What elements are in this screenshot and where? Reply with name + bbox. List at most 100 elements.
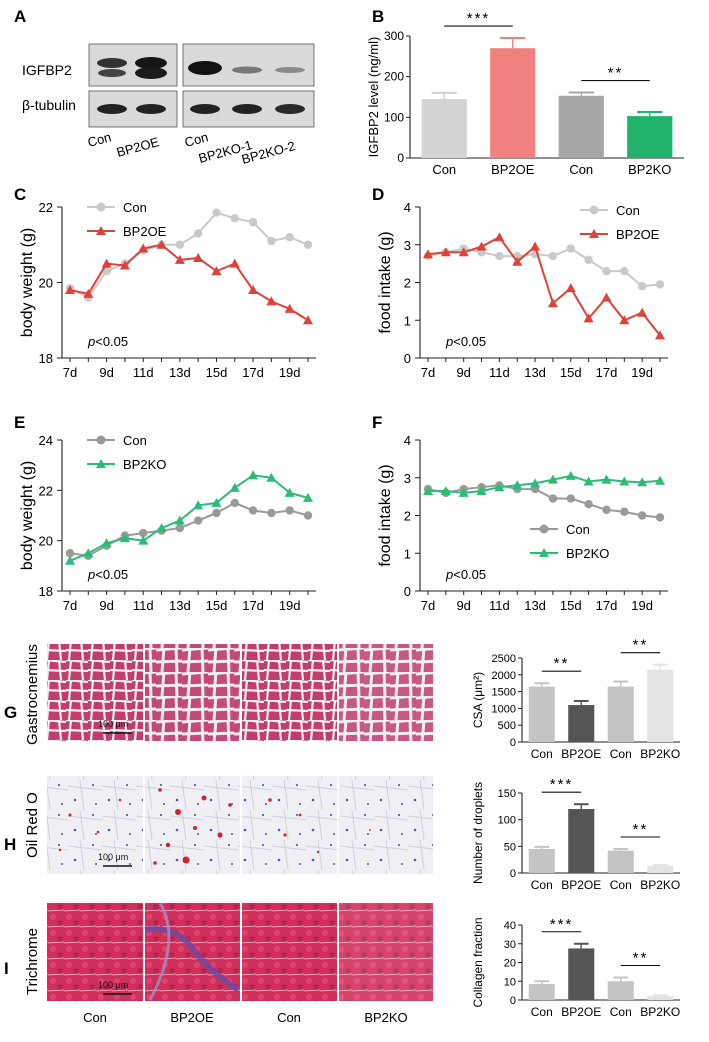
y-tick-label: 3 xyxy=(404,238,411,253)
bar xyxy=(528,984,555,1000)
y-tick-label: 20 xyxy=(39,276,53,291)
data-point-con xyxy=(175,523,185,533)
data-point-bp2oe xyxy=(530,241,541,251)
legend-marker xyxy=(96,202,106,212)
data-point-bp2oe xyxy=(440,247,451,257)
data-point-bp2oe xyxy=(547,298,558,308)
y-axis-label: food intake (g) xyxy=(377,464,394,566)
y-tick-label: 300 xyxy=(384,29,404,43)
data-point-con xyxy=(566,494,575,503)
y-tick-label: 0 xyxy=(510,737,516,749)
legend-marker xyxy=(589,229,599,238)
data-point-con xyxy=(139,528,148,538)
data-point-con xyxy=(637,282,647,291)
data-point-bp2oe xyxy=(619,315,630,325)
band-tubulin-3 xyxy=(190,104,220,114)
collagen-streak xyxy=(144,926,240,993)
scale-label-h: 100 μm xyxy=(98,852,128,862)
data-point-bp2oe xyxy=(565,283,576,293)
chart-c: 18 20 22 7d 9d 11d 13d 15d 17d 19d Con BP2OE p<0.05 b… xyxy=(19,200,316,380)
y-tick-label: 18 xyxy=(39,584,53,599)
data-point-con xyxy=(248,506,258,515)
legend-label: Con xyxy=(566,522,590,537)
significance-stars: *** xyxy=(550,776,574,793)
legend-label: BP2KO xyxy=(123,457,166,472)
bar xyxy=(647,866,674,873)
data-point-bp2oe xyxy=(583,313,594,323)
blot-row-label-igfbp2: IGFBP2 xyxy=(22,62,72,78)
x-tick-label: 11d xyxy=(489,365,510,380)
data-point-bp2oe xyxy=(229,258,240,268)
y-tick-label: 0 xyxy=(404,584,411,599)
data-point-con xyxy=(637,511,647,520)
panel-letter-e: E xyxy=(14,413,25,432)
data-point-bp2oe xyxy=(83,288,94,298)
series-line-bp2ko xyxy=(428,474,661,494)
data-point-bp2oe xyxy=(601,292,612,302)
panel-letter-a: A xyxy=(14,7,26,26)
series-line-bp2oe xyxy=(69,243,309,322)
y-tick-label: 500 xyxy=(498,720,516,732)
data-point-con xyxy=(175,240,185,249)
x-tick-label: 11d xyxy=(133,598,154,613)
bar xyxy=(568,948,595,1000)
lane-label-con-r: Con xyxy=(183,129,210,150)
band-igfbp2-con-2 xyxy=(98,69,126,77)
x-tick-label: Con xyxy=(610,878,632,892)
band-igfbp2-con-r xyxy=(188,61,222,75)
x-tick-label: 9d xyxy=(99,365,113,380)
micrograph-g-con2 xyxy=(242,644,337,741)
data-point-bp2oe xyxy=(476,241,487,251)
chart-g: 0 500 1000 1500 2000 2500 Con BP2OE Con BP2KO ** **… xyxy=(471,637,680,761)
micrograph-i-con2 xyxy=(242,903,337,1001)
column-label-con: Con xyxy=(83,1010,107,1025)
x-tick-label: 17d xyxy=(242,365,264,380)
data-point-con xyxy=(230,214,239,223)
data-point-bp2oe xyxy=(174,254,185,264)
data-point-con xyxy=(267,236,276,246)
panel-letter-f: F xyxy=(372,413,382,432)
x-tick-label: 19d xyxy=(631,598,653,613)
x-tick-label: Con xyxy=(432,162,456,177)
data-point-bp2oe xyxy=(423,249,433,259)
legend-marker xyxy=(539,548,549,557)
legend-marker xyxy=(96,459,106,468)
data-point-bp2oe xyxy=(156,239,167,249)
x-tick-label: 19d xyxy=(631,365,653,380)
band-tubulin-4 xyxy=(232,104,262,114)
micrograph-h-con xyxy=(47,776,143,874)
bar xyxy=(647,996,674,1000)
y-tick-label: 50 xyxy=(504,841,516,853)
data-point-bp2ko xyxy=(211,497,222,507)
y-tick-label: 2 xyxy=(404,509,411,524)
x-tick-label: 9d xyxy=(99,598,113,613)
data-point-bp2ko xyxy=(494,482,505,492)
micrograph-grid: Gastrocnemius Oil Red O Trichrome G H I … xyxy=(4,644,433,1025)
y-tick-label: 0 xyxy=(397,151,404,165)
y-tick-label: 200 xyxy=(384,70,404,84)
y-tick-label: 3 xyxy=(404,471,411,486)
data-point-bp2ko xyxy=(248,470,259,480)
bar xyxy=(490,48,536,159)
y-tick-label: 18 xyxy=(39,351,53,366)
x-tick-label: Con xyxy=(610,1005,632,1019)
data-point-bp2oe xyxy=(512,256,523,266)
panel-letter-b: B xyxy=(372,7,384,26)
band-tubulin-2 xyxy=(136,104,166,114)
band-igfbp2-ko1 xyxy=(232,66,262,74)
y-tick-label: 150 xyxy=(498,788,516,800)
bar xyxy=(568,705,595,742)
micrograph-i-bp2ko xyxy=(339,903,433,1001)
x-tick-label: Con xyxy=(531,747,553,761)
x-tick-label: BP2KO xyxy=(640,878,680,892)
panel-letter-i: I xyxy=(4,959,9,978)
micrograph-h-bp2ko xyxy=(339,776,433,874)
data-point-bp2oe xyxy=(193,252,204,262)
x-tick-label: BP2OE xyxy=(491,162,535,177)
x-tick-label: 15d xyxy=(560,365,582,380)
collagen-streak-2 xyxy=(148,902,171,1001)
y-tick-label: 0 xyxy=(510,868,516,880)
significance-stars: *** xyxy=(467,10,491,27)
x-tick-label: BP2KO xyxy=(628,162,671,177)
